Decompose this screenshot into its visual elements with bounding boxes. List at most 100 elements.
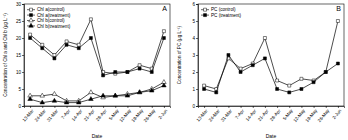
series-marker	[65, 40, 68, 43]
y-tick: 0	[18, 104, 24, 109]
series-marker	[239, 67, 242, 70]
x-tick-mark	[42, 106, 43, 108]
legend-item: Chl b(control)	[27, 18, 65, 23]
y-axis-title: Concentration of Chl a and Chl b (μg L⁻¹…	[3, 13, 8, 97]
y-tick-mark	[22, 21, 24, 22]
legend-marker	[204, 8, 207, 11]
y-tick-mark	[196, 55, 198, 56]
series-line	[30, 38, 164, 75]
x-tick: 2-Jun	[157, 106, 169, 120]
x-tick-mark	[216, 106, 217, 108]
panel-title: A	[162, 5, 167, 12]
series-marker	[113, 93, 118, 97]
y-tick: 5	[18, 87, 24, 92]
legend: Chl a(control)Chl a(treatment)Chl b(cont…	[27, 7, 71, 28]
series-marker	[125, 93, 130, 97]
series-marker	[336, 62, 339, 65]
x-tick-mark	[265, 106, 266, 108]
series-marker	[89, 37, 92, 40]
x-tick-mark	[314, 106, 315, 108]
x-tick-label: 31-Mar	[46, 108, 59, 123]
y-tick-label: 2	[192, 70, 195, 75]
x-tick: 2-Jun	[331, 106, 343, 120]
series-marker	[41, 47, 44, 50]
y-tick: 15	[16, 53, 24, 58]
y-tick-label: 20	[16, 36, 22, 41]
y-axis-title: Concentration of PC (μg L⁻¹)	[177, 25, 182, 84]
legend-item: Chl b(treatment)	[27, 23, 71, 28]
x-tick: 31-Mar	[220, 106, 233, 123]
legend-line	[201, 15, 209, 16]
legend-label: PC (control)	[211, 7, 236, 12]
plot-frame	[24, 4, 170, 106]
panel: 012345613-Mar24-Mar31-Mar7-Apr14-Apr21-A…	[177, 2, 345, 139]
series-marker	[203, 84, 206, 87]
y-tick-label: 25	[16, 19, 22, 24]
y-tick: 3	[192, 53, 198, 58]
legend-line	[27, 15, 35, 16]
series-marker	[40, 93, 45, 97]
y-axis: 0123456	[192, 2, 198, 109]
plot-area	[28, 18, 166, 104]
x-tick-mark	[289, 106, 290, 108]
y-tick: 30	[16, 2, 24, 7]
series-line	[30, 86, 164, 103]
x-tick-mark	[115, 106, 116, 108]
y-axis-line	[22, 5, 25, 107]
legend-item: Chl a(control)	[27, 7, 65, 12]
x-tick: 7-Apr	[60, 106, 71, 120]
y-tick-label: 5	[192, 19, 195, 24]
series-marker	[41, 43, 44, 46]
legend-item: PC (treatment)	[201, 13, 242, 18]
series-marker	[162, 37, 165, 40]
x-tick: 13-Mar	[22, 106, 35, 123]
series-marker	[77, 47, 80, 50]
y-tick-mark	[196, 106, 198, 107]
legend-label: Chl b(treatment)	[37, 24, 71, 29]
series-marker	[126, 71, 129, 74]
y-tick-mark	[22, 89, 24, 90]
x-tick-label: 7-Apr	[60, 108, 71, 120]
y-tick-mark	[196, 4, 198, 5]
x-tick-label: 2-Jun	[331, 108, 343, 120]
x-tick: 28-Apr	[269, 106, 282, 122]
x-tick-label: 14-Apr	[245, 108, 258, 122]
legend-line	[27, 9, 35, 10]
series-marker	[65, 43, 68, 46]
x-tick: 24-Mar	[34, 106, 47, 123]
series-marker	[89, 90, 94, 94]
x-tick-label: 13-Mar	[196, 108, 209, 123]
series-marker	[101, 93, 106, 97]
y-tick-mark	[196, 21, 198, 22]
x-tick-mark	[54, 106, 55, 108]
x-tick-label: 2-Jun	[157, 108, 169, 120]
series-marker	[52, 98, 57, 102]
y-tick: 25	[16, 19, 24, 24]
legend-marker	[30, 14, 33, 17]
series-marker	[324, 71, 327, 74]
plot-frame	[198, 4, 344, 106]
y-tick-mark	[22, 106, 24, 107]
x-axis: 13-Mar24-Mar31-Mar7-Apr14-Apr21-Apr28-Ap…	[196, 106, 345, 123]
series-marker	[336, 20, 339, 23]
series-marker	[52, 91, 57, 95]
x-axis-title: Date	[266, 133, 277, 139]
series-marker	[263, 57, 266, 60]
series-marker	[113, 93, 118, 97]
series-marker	[126, 71, 129, 74]
x-tick: 13-Mar	[196, 106, 209, 123]
y-tick-mark	[22, 72, 24, 73]
x-tick-mark	[152, 106, 153, 108]
y-tick-label: 30	[16, 2, 22, 7]
y-tick-label: 1	[192, 87, 195, 92]
series-marker	[215, 91, 218, 94]
x-tick-mark	[301, 106, 302, 108]
x-tick-mark	[67, 106, 68, 108]
x-tick-mark	[103, 106, 104, 108]
series-marker	[53, 54, 56, 57]
series-marker	[288, 91, 291, 94]
legend-marker	[29, 23, 34, 27]
legend-label: Chl b(control)	[37, 18, 65, 23]
legend-marker	[30, 8, 33, 11]
x-tick-mark	[204, 106, 205, 108]
